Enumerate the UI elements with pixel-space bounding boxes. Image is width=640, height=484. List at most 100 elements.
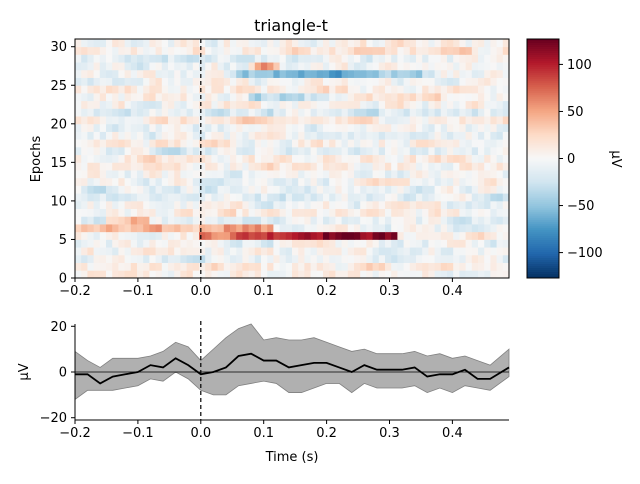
- heatmap-cell: [124, 231, 132, 240]
- heatmap-cell: [447, 239, 454, 248]
- heatmap-cell: [298, 85, 305, 94]
- heatmap-cell: [366, 247, 373, 256]
- heatmap-cell: [403, 208, 411, 217]
- heatmap-cell: [484, 162, 491, 171]
- heatmap-cell: [298, 170, 305, 179]
- heatmap-cell: [248, 200, 256, 210]
- heatmap-cell: [285, 224, 293, 233]
- heatmap-cell: [471, 92, 479, 102]
- heatmap-cell: [385, 162, 392, 171]
- heatmap-cell: [391, 162, 398, 171]
- heatmap-cell: [304, 193, 311, 202]
- heatmap-cell: [242, 92, 249, 102]
- colorbar-segment: [527, 86, 559, 90]
- heatmap-cell: [434, 131, 442, 140]
- colorbar-segment: [527, 92, 559, 96]
- heatmap-cell: [471, 239, 479, 248]
- heatmap-cell: [118, 116, 125, 125]
- heatmap-cell: [143, 92, 150, 102]
- heatmap-cell: [75, 177, 82, 186]
- heatmap-cell: [335, 123, 342, 132]
- heatmap-cell: [310, 154, 318, 163]
- heatmap-cell: [397, 100, 404, 109]
- heatmap-cell: [422, 162, 429, 171]
- heatmap-cell: [440, 131, 448, 140]
- heatmap-cell: [292, 139, 299, 148]
- heatmap-cell: [143, 208, 150, 217]
- heatmap-cell: [81, 270, 88, 279]
- heatmap-cell: [112, 200, 119, 210]
- heatmap-cell: [397, 185, 404, 194]
- heatmap-cell: [143, 262, 150, 271]
- heatmap-cell: [149, 146, 156, 156]
- colorbar-segment: [527, 254, 559, 257]
- heatmap-cell: [428, 177, 435, 186]
- heatmap-cell: [502, 162, 510, 171]
- heatmap-cell: [149, 116, 156, 125]
- heatmap-cell: [502, 231, 510, 240]
- heatmap-cell: [292, 154, 299, 163]
- heatmap-cell: [75, 193, 82, 202]
- heatmap-cell: [459, 54, 466, 63]
- heatmap-cell: [428, 216, 435, 225]
- heatmap-cell: [211, 208, 218, 217]
- evoked-x-tick-label: 0.3: [379, 426, 400, 441]
- heatmap-cell: [422, 62, 429, 71]
- heatmap-cell: [143, 123, 150, 132]
- heatmap-cell: [478, 193, 485, 202]
- heatmap-cell: [403, 139, 411, 148]
- heatmap-cell: [366, 154, 373, 163]
- heatmap-cell: [180, 62, 187, 71]
- heatmap-cell: [366, 92, 373, 102]
- heatmap-cell: [360, 170, 367, 179]
- heatmap-cell: [155, 62, 163, 71]
- heatmap-cell: [137, 193, 144, 202]
- heatmap-cell: [354, 108, 361, 117]
- heatmap-cell: [248, 85, 256, 94]
- heatmap-cell: [279, 62, 287, 71]
- colorbar-segment: [527, 106, 559, 110]
- heatmap-cell: [409, 231, 417, 240]
- heatmap-cell: [453, 62, 460, 71]
- heatmap-cell: [279, 69, 287, 78]
- heatmap-cell: [502, 92, 510, 102]
- heatmap-cell: [75, 231, 82, 240]
- heatmap-cell: [106, 116, 113, 125]
- heatmap-cell: [205, 162, 212, 171]
- heatmap-cell: [484, 185, 491, 194]
- heatmap-cell: [409, 77, 417, 86]
- heatmap-cell: [137, 216, 144, 225]
- heatmap-cell: [422, 170, 429, 179]
- heatmap-cell: [236, 116, 243, 125]
- heatmap-cell: [130, 162, 138, 171]
- heatmap-cell: [409, 146, 417, 156]
- heatmap-cell: [391, 62, 398, 71]
- colorbar-segment: [527, 148, 559, 152]
- heatmap-cell: [155, 100, 163, 109]
- heatmap-cell: [316, 200, 324, 210]
- heatmap-cell: [192, 146, 200, 156]
- heatmap-cell: [416, 62, 423, 71]
- heatmap-cell: [310, 139, 318, 148]
- heatmap-cell: [416, 54, 423, 63]
- heatmap-cell: [267, 270, 274, 279]
- heatmap-cell: [174, 208, 181, 217]
- heatmap-cell: [130, 123, 138, 132]
- heatmap-cell: [106, 77, 113, 86]
- heatmap-cell: [354, 39, 361, 48]
- heatmap-cell: [273, 62, 280, 71]
- heatmap-cell: [329, 62, 336, 71]
- heatmap-cell: [273, 69, 280, 78]
- heatmap-cell: [161, 200, 169, 210]
- heatmap-cell: [223, 123, 231, 132]
- heatmap-cells: [75, 39, 510, 279]
- heatmap-cell: [323, 208, 330, 217]
- heatmap-cell: [298, 123, 305, 132]
- heatmap-cell: [347, 146, 355, 156]
- heatmap-cell: [242, 239, 249, 248]
- heatmap-cell: [422, 85, 429, 94]
- heatmap-cell: [416, 270, 423, 279]
- heatmap-cell: [366, 231, 373, 240]
- heatmap-cell: [298, 146, 305, 156]
- heatmap-cell: [174, 200, 181, 210]
